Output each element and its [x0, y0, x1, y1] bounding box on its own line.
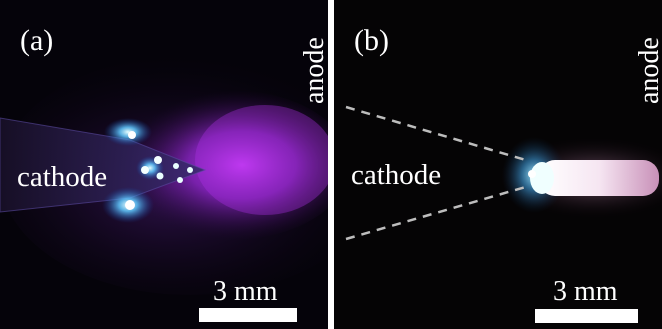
panel-a: (a) cathode anode 3 mm	[0, 0, 328, 329]
cathode-label: cathode	[351, 159, 442, 191]
discharge-photo-b	[334, 0, 662, 329]
scale-bar	[535, 309, 638, 323]
cathode-label: cathode	[17, 161, 108, 193]
discharge-photo-a	[0, 0, 328, 329]
panel-b: (b) cathode anode 3 mm	[334, 0, 662, 329]
panel-label: (a)	[20, 24, 54, 57]
anode-label: anode	[299, 37, 328, 104]
scale-bar-label: 3 mm	[213, 276, 278, 307]
anode-label: anode	[634, 37, 662, 104]
panel-label: (b)	[354, 24, 389, 57]
scale-bar-label: 3 mm	[553, 276, 618, 307]
scale-bar	[199, 308, 297, 322]
